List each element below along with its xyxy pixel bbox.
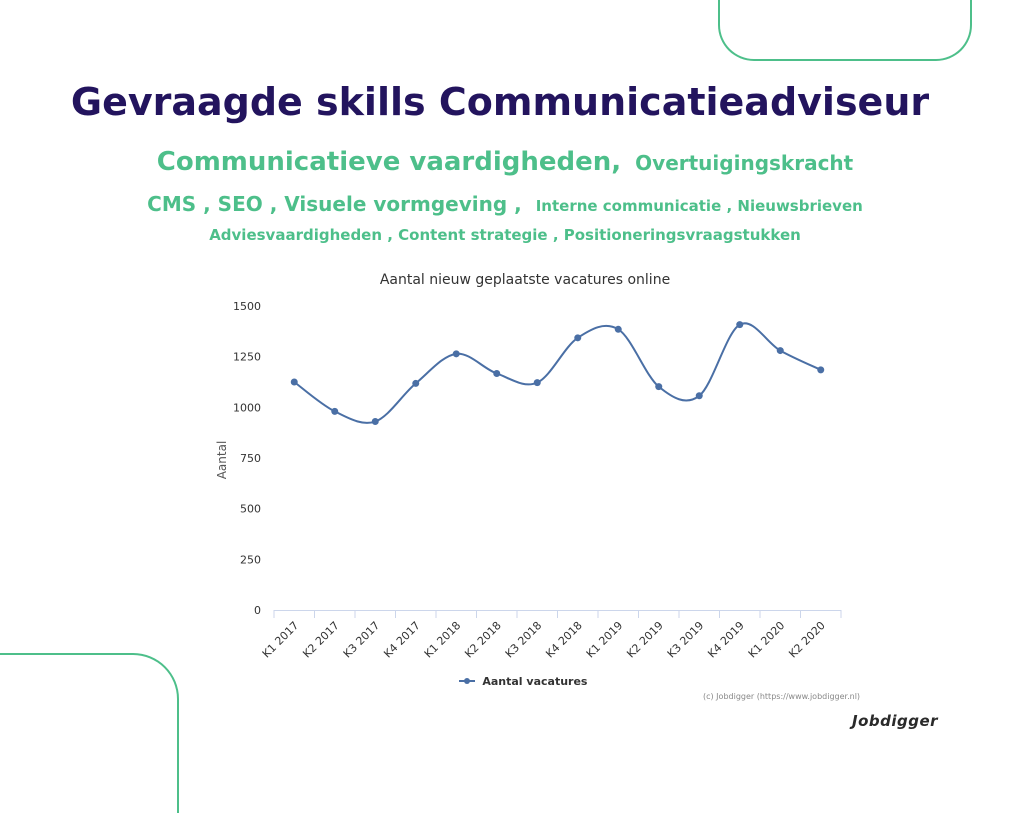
page-title: Gevraagde skills Communicatieadviseur — [70, 80, 930, 124]
x-tick-label: K4 2017 — [381, 619, 423, 661]
chart-legend[interactable]: Aantal vacatures — [0, 675, 1024, 688]
x-tick-label: K4 2018 — [543, 619, 585, 661]
data-point — [331, 407, 339, 415]
x-tick-label: K1 2019 — [584, 619, 626, 661]
skill-phrase: Communicatieve vaardigheden, — [156, 147, 622, 177]
y-tick-label: 750 — [240, 452, 261, 465]
skills-row-3: Adviesvaardigheden , Content strategie ,… — [0, 225, 1010, 244]
series-line — [293, 322, 822, 424]
x-tick-label: K2 2017 — [300, 619, 342, 661]
skill-phrase: Adviesvaardigheden , Content strategie ,… — [209, 226, 801, 244]
data-point — [817, 366, 825, 374]
data-point — [695, 392, 703, 400]
x-tick-label: K3 2019 — [665, 619, 707, 661]
data-point — [736, 321, 744, 329]
data-point — [614, 325, 622, 333]
x-tick-label: K2 2018 — [462, 619, 504, 661]
skill-phrase: Interne communicatie , Nieuwsbrieven — [535, 197, 863, 215]
x-tick-label: K1 2020 — [746, 619, 788, 661]
data-point — [452, 350, 460, 358]
x-tick-label: K2 2019 — [624, 619, 666, 661]
skills-row-1: Communicatieve vaardigheden, Overtuigings… — [0, 147, 1010, 177]
brand-logo: Jobdigger — [852, 712, 939, 730]
y-axis-label: Aantal — [215, 441, 229, 480]
legend-series-label: Aantal vacatures — [482, 675, 588, 688]
data-point — [412, 379, 420, 387]
decorative-bottom-arc — [0, 653, 179, 813]
x-tick-label: K1 2017 — [260, 619, 302, 661]
skill-phrase: Overtuigingskracht — [635, 151, 854, 175]
decorative-top-arc — [718, 0, 972, 61]
x-tick-label: K4 2019 — [705, 619, 747, 661]
legend-series-marker — [458, 678, 475, 684]
y-tick-label: 500 — [240, 503, 261, 516]
data-point — [371, 418, 379, 426]
chart-credits: (c) Jobdigger (https://www.jobdigger.nl) — [703, 692, 861, 701]
y-tick-label: 250 — [240, 553, 261, 566]
y-tick-label: 0 — [254, 604, 261, 617]
y-tick-label: 1000 — [233, 401, 261, 414]
data-point — [493, 369, 501, 377]
data-point — [533, 379, 541, 387]
x-tick-label: K2 2020 — [786, 619, 828, 661]
x-tick-label: K3 2017 — [341, 619, 383, 661]
data-point — [290, 378, 298, 386]
x-tick-label: K3 2018 — [503, 619, 545, 661]
data-point — [574, 334, 582, 342]
data-point — [655, 383, 663, 391]
skills-row-2: CMS , SEO , Visuele vormgeving , Interne … — [0, 192, 1010, 216]
skill-phrase: CMS , SEO , Visuele vormgeving , — [147, 192, 522, 216]
y-tick-label: 1250 — [233, 351, 261, 364]
y-tick-label: 1500 — [233, 300, 261, 313]
chart-title: Aantal nieuw geplaatste vacatures online — [379, 272, 671, 288]
data-point — [776, 347, 784, 355]
x-tick-label: K1 2018 — [422, 619, 464, 661]
